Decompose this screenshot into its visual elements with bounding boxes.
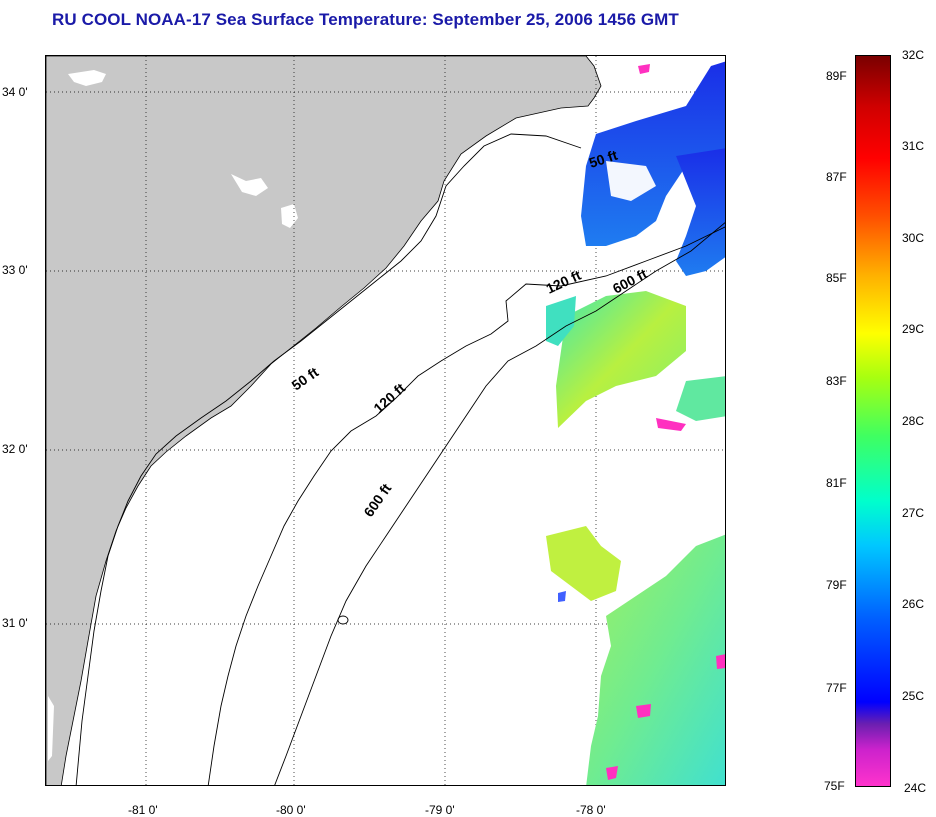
sst-map: 50 ft 50 ft 120 ft 120 ft 600 ft 600 ft — [45, 55, 726, 786]
colorbar-c-label: 26C — [902, 597, 925, 611]
colorbar-f-label: 85F — [826, 271, 847, 285]
temperature-colorbar — [855, 55, 891, 787]
page-title: RU COOL NOAA-17 Sea Surface Temperature:… — [52, 10, 679, 29]
lake — [68, 70, 106, 86]
colorbar-c-label: 29C — [902, 322, 925, 336]
land-mass — [46, 56, 602, 785]
colorbar-c-label: 24C — [904, 781, 927, 795]
lat-tick-33: 33 0' — [2, 263, 28, 277]
label-120ft-north: 120 ft — [544, 267, 584, 297]
colorbar-f-label: 75F — [824, 779, 845, 793]
colorbar-f-label: 77F — [826, 681, 847, 695]
contour-600ft — [274, 222, 725, 785]
sst-swath — [546, 61, 725, 785]
colorbar-f-label: 89F — [826, 69, 847, 83]
colorbar-c-label: 25C — [902, 689, 925, 703]
seamount-contour — [337, 615, 349, 625]
label-50ft-south: 50 ft — [289, 364, 322, 394]
lon-tick-81: -81 0' — [128, 803, 158, 817]
label-600ft-south: 600 ft — [360, 480, 394, 519]
colorbar-f-label: 83F — [826, 374, 847, 388]
graticule — [46, 56, 725, 785]
colorbar-c-label: 27C — [902, 506, 925, 520]
map-canvas: 50 ft 50 ft 120 ft 120 ft 600 ft 600 ft — [46, 56, 725, 785]
colorbar-c-label: 32C — [902, 48, 925, 62]
colorbar-f-label: 79F — [826, 578, 847, 592]
colorbar-f-label: 87F — [826, 170, 847, 184]
colorbar-f-label: 81F — [826, 476, 847, 490]
lake — [231, 174, 268, 196]
lake — [281, 204, 298, 228]
lon-tick-80: -80 0' — [276, 803, 306, 817]
colorbar-c-label: 28C — [902, 414, 925, 428]
lon-tick-78: -78 0' — [576, 803, 606, 817]
colorbar-c-label: 31C — [902, 139, 925, 153]
label-120ft-south: 120 ft — [370, 380, 408, 417]
lake — [48, 696, 54, 761]
lat-tick-32: 32 0' — [2, 442, 28, 456]
contour-50ft — [75, 133, 582, 785]
lat-tick-31: 31 0' — [2, 616, 28, 630]
lat-tick-34: 34 0' — [2, 85, 28, 99]
contour-120ft — [207, 226, 725, 785]
lon-tick-79: -79 0' — [425, 803, 455, 817]
colorbar-c-label: 30C — [902, 231, 925, 245]
